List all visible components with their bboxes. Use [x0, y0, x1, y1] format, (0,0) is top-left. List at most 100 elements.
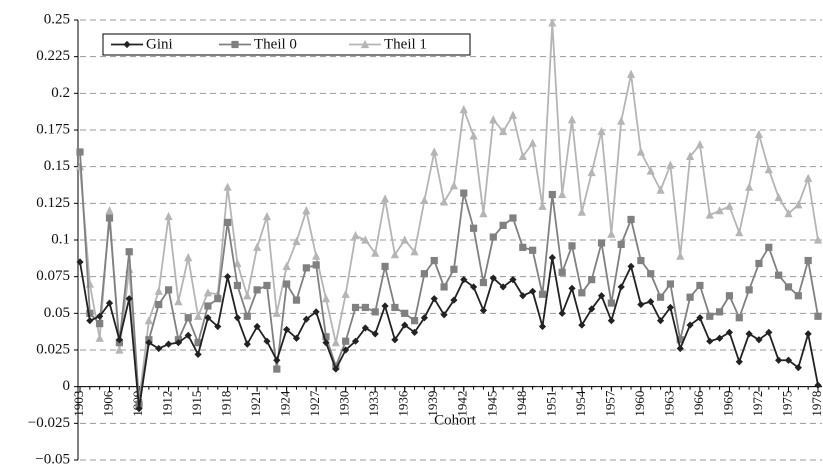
marker — [470, 283, 478, 291]
x-tick-label: 1936 — [396, 390, 411, 417]
marker — [76, 148, 84, 156]
marker — [263, 337, 271, 345]
marker — [755, 259, 763, 268]
marker — [204, 314, 212, 322]
marker — [676, 336, 684, 344]
marker — [735, 228, 744, 237]
marker — [105, 299, 114, 307]
marker — [470, 224, 478, 232]
x-tick-label: 1927 — [307, 390, 322, 417]
marker — [509, 276, 517, 284]
marker — [804, 173, 813, 182]
marker — [194, 350, 202, 358]
x-tick-label: 1942 — [455, 391, 470, 417]
marker — [459, 104, 468, 114]
y-tick-label: −0.05 — [35, 451, 70, 464]
marker — [529, 287, 537, 295]
marker — [224, 218, 232, 226]
marker — [263, 281, 271, 290]
marker — [410, 328, 419, 336]
x-tick-label: 1957 — [602, 390, 617, 417]
marker — [656, 317, 665, 325]
marker — [705, 210, 714, 219]
marker — [617, 283, 625, 291]
marker — [351, 337, 360, 345]
x-tick-label: 1903 — [71, 391, 86, 417]
series-line — [79, 151, 819, 405]
marker — [499, 221, 507, 229]
marker — [96, 312, 104, 320]
marker — [587, 167, 596, 177]
marker — [312, 308, 320, 316]
legend-label: Gini — [146, 36, 173, 52]
marker — [341, 289, 350, 298]
y-tick-label: 0.175 — [36, 121, 70, 137]
marker — [745, 286, 753, 294]
series-line — [79, 22, 819, 402]
marker — [292, 296, 301, 304]
marker — [567, 115, 577, 124]
marker — [86, 309, 94, 317]
marker — [231, 40, 239, 49]
marker — [784, 209, 793, 218]
x-tick-label: 1915 — [189, 391, 204, 417]
marker — [716, 308, 724, 316]
marker — [322, 333, 330, 341]
marker — [508, 110, 518, 119]
marker — [440, 283, 448, 291]
marker — [262, 211, 272, 221]
marker — [371, 308, 379, 316]
marker — [164, 340, 173, 348]
marker — [430, 295, 438, 303]
x-tick-label: 1921 — [248, 391, 263, 417]
marker — [460, 189, 468, 197]
y-tick-label: 0.15 — [44, 158, 70, 174]
marker — [548, 18, 557, 27]
marker — [342, 337, 350, 345]
marker — [331, 338, 340, 347]
marker — [76, 258, 84, 266]
x-tick-label: 1918 — [219, 391, 234, 417]
marker — [538, 322, 547, 331]
marker — [351, 231, 360, 240]
marker — [626, 69, 636, 78]
marker — [361, 235, 370, 244]
marker — [174, 339, 182, 347]
marker — [804, 256, 812, 265]
marker — [735, 314, 743, 322]
x-tick-label: 1939 — [425, 391, 440, 417]
marker — [745, 330, 753, 338]
marker — [538, 201, 547, 210]
x-axis-label: Cohort — [434, 412, 477, 428]
y-tick-label: 0.05 — [44, 305, 70, 321]
marker — [686, 321, 694, 329]
marker — [302, 315, 310, 323]
marker — [155, 344, 163, 353]
marker — [518, 151, 527, 160]
marker — [607, 317, 615, 325]
marker — [666, 303, 674, 312]
marker — [479, 306, 488, 314]
marker — [224, 273, 232, 281]
marker — [676, 344, 684, 353]
marker — [204, 302, 212, 310]
marker — [676, 251, 685, 260]
marker — [145, 339, 153, 347]
marker — [283, 325, 291, 334]
legend-box — [102, 33, 471, 56]
marker — [390, 250, 399, 259]
marker — [203, 288, 213, 297]
marker — [86, 317, 94, 325]
legend-label: Theil 1 — [384, 36, 427, 52]
marker — [253, 242, 262, 251]
marker — [617, 240, 625, 248]
marker — [725, 201, 734, 210]
marker — [597, 126, 606, 136]
marker — [401, 321, 409, 329]
marker — [656, 293, 665, 301]
marker — [164, 211, 173, 221]
marker — [312, 251, 321, 260]
marker — [282, 261, 291, 270]
marker — [322, 339, 330, 347]
marker — [125, 295, 133, 303]
